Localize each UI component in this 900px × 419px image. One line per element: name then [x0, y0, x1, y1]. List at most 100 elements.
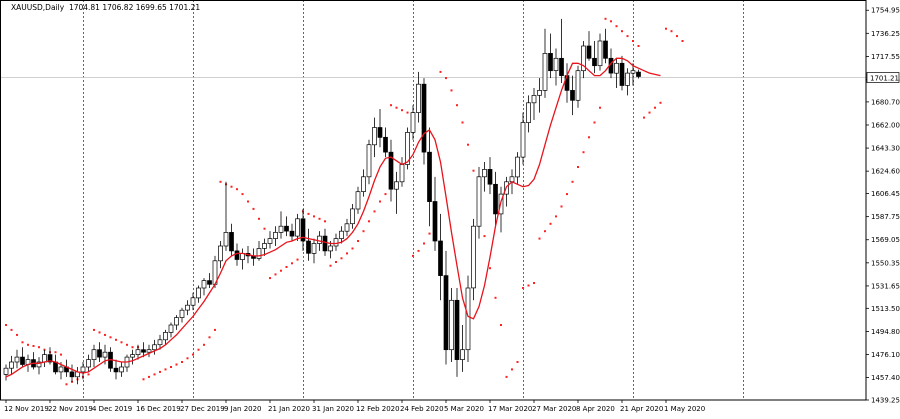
sar-dot — [544, 230, 546, 233]
chart-header: XAUUSD,Daily 1704.81 1706.82 1699.65 170… — [11, 3, 200, 12]
candle-body — [113, 367, 119, 373]
candle-body — [542, 53, 548, 91]
y-axis-tick-label: 1717.55 — [871, 53, 900, 61]
sar-dot — [131, 346, 134, 349]
sar-dot — [340, 257, 343, 260]
x-axis-tick-label: 12 Feb 2020 — [356, 405, 400, 413]
candle-body — [355, 191, 361, 210]
x-axis-tick-label: 9 Jan 2020 — [224, 405, 262, 413]
candle-body — [427, 151, 432, 202]
grid-layer — [0, 0, 866, 400]
sar-dot — [417, 249, 420, 252]
candle-body — [306, 240, 311, 254]
sar-dot — [313, 215, 315, 218]
candle-body — [443, 275, 449, 351]
candle-body — [284, 225, 289, 232]
y-axis-tick-label: 1754.95 — [871, 7, 900, 15]
sar-dot — [467, 143, 469, 146]
candle-body — [421, 83, 427, 153]
sar-dot — [439, 70, 442, 73]
sar-dot — [120, 341, 123, 344]
candle-body — [157, 339, 163, 346]
sar-dot — [681, 40, 684, 42]
sar-dot — [60, 353, 62, 356]
sar-dot — [483, 235, 486, 238]
sar-dot — [142, 378, 145, 381]
sar-dot — [362, 230, 365, 233]
candle-body — [256, 248, 262, 259]
candle-body — [482, 169, 487, 178]
sar-dot — [390, 104, 392, 107]
sar-dot — [21, 341, 24, 344]
candle-body — [339, 230, 344, 239]
sar-dot — [153, 373, 156, 376]
sar-dot — [406, 111, 409, 114]
sar-dot — [522, 287, 524, 289]
candle-body — [14, 356, 20, 363]
sar-dot — [659, 101, 662, 104]
moving-average-layer — [5, 57, 661, 378]
sar-dot — [93, 328, 95, 331]
sar-dot — [98, 331, 101, 334]
candle-body — [196, 287, 201, 299]
candle-body — [273, 232, 278, 239]
y-axis-tick-label: 1569.05 — [871, 236, 900, 244]
candle-body — [130, 354, 135, 358]
sar-dot — [263, 227, 266, 230]
y-axis-tick-label: 1550.35 — [871, 259, 900, 267]
candle-body — [603, 40, 608, 59]
y-axis-tick-label: 1643.30 — [871, 145, 900, 153]
sar-dot — [494, 296, 497, 299]
y-axis-tick-label: 1624.60 — [871, 168, 900, 176]
candle-body — [322, 235, 328, 252]
candle-body — [614, 62, 619, 74]
candle-body — [526, 102, 531, 123]
candle-body — [179, 309, 185, 318]
sar-dot — [214, 328, 216, 331]
y-axis-tick-label: 1736.25 — [871, 30, 900, 38]
sar-dot — [126, 343, 128, 346]
current-price-label: 1701.21 — [870, 75, 899, 83]
candle-body — [597, 40, 603, 67]
sar-dot — [373, 210, 376, 213]
sar-dot — [428, 232, 431, 235]
sar-dot — [549, 222, 552, 225]
candle-body — [361, 176, 366, 192]
x-axis-tick-label: 24 Feb 2020 — [400, 405, 444, 413]
candle-body — [141, 349, 146, 353]
parabolic-sar-layer — [5, 17, 684, 386]
candle-body — [289, 230, 295, 237]
x-axis-tick-label: 21 Apr 2020 — [620, 405, 663, 413]
sar-dot — [379, 200, 381, 203]
candle-body — [476, 176, 482, 227]
sar-dot — [5, 324, 7, 326]
sar-dot — [307, 212, 310, 215]
candle-body — [553, 57, 559, 71]
sar-dot — [516, 361, 519, 363]
sar-dot — [335, 261, 337, 263]
sar-dot — [511, 368, 513, 371]
y-axis-tick-label: 1439.25 — [871, 397, 900, 405]
candle-body — [493, 183, 498, 215]
sar-dot — [423, 242, 425, 245]
candle-body — [229, 232, 234, 252]
candle-body — [454, 299, 460, 360]
y-axis-tick-label: 1680.70 — [871, 98, 900, 106]
candle-body — [586, 45, 592, 59]
candle-body — [295, 218, 300, 237]
candle-body — [207, 280, 212, 285]
candle-body — [559, 57, 564, 76]
candle-body — [548, 53, 553, 72]
candle-body — [592, 57, 597, 67]
sar-dot — [203, 343, 205, 346]
y-axis-tick-label: 1513.50 — [871, 305, 900, 313]
moving-average-line — [5, 57, 661, 378]
sar-dot — [566, 193, 568, 196]
candle-body — [625, 72, 630, 86]
y-axis-tick-label: 1587.75 — [871, 213, 900, 221]
candle-body — [119, 366, 124, 373]
candle-body — [58, 366, 64, 373]
sar-dot — [538, 237, 541, 240]
